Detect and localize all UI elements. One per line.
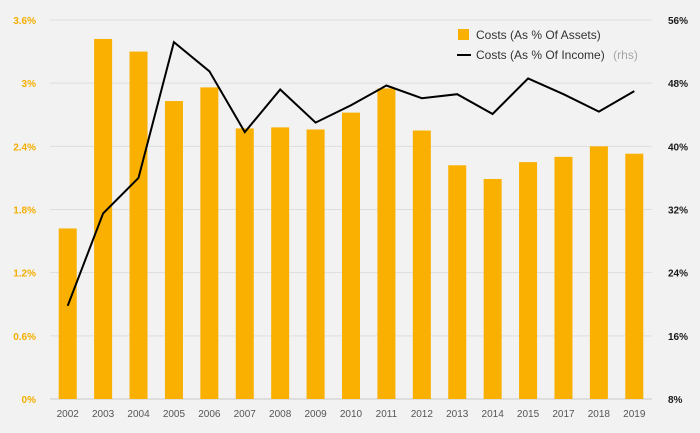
legend-swatch-bar xyxy=(458,29,469,40)
y-left-tick-label: 3.6% xyxy=(13,16,36,27)
bar xyxy=(235,128,254,400)
bar xyxy=(200,87,219,399)
bar xyxy=(412,130,431,399)
y-left-tick-label: 3% xyxy=(22,79,37,90)
x-tick-label: 2006 xyxy=(198,409,221,420)
x-tick-label: 2017 xyxy=(552,409,575,420)
x-tick-label: 2005 xyxy=(163,409,186,420)
bar xyxy=(342,112,360,400)
x-tick-label: 2003 xyxy=(92,409,115,420)
x-tick-label: 2019 xyxy=(623,409,646,420)
bar xyxy=(519,162,538,399)
bar xyxy=(271,127,290,399)
y-right-tick-label: 56% xyxy=(668,16,688,27)
legend-label-income-note: (rhs) xyxy=(613,48,638,62)
legend-label-income-group: Costs (As % Of Income) (rhs) xyxy=(476,46,638,63)
y-right-tick-label: 8% xyxy=(668,395,683,406)
x-axis: 2002 2003 2004 2005 2006 2007 2008 2009 2010 2011… xyxy=(57,409,646,420)
bar-series xyxy=(58,38,644,400)
x-tick-label: 2013 xyxy=(446,409,469,420)
bar xyxy=(164,101,183,399)
y-left-tick-label: 1.2% xyxy=(13,269,36,280)
y-left-tick-label: 0.6% xyxy=(13,332,36,343)
y-right-tick-label: 24% xyxy=(668,269,688,280)
bar xyxy=(94,38,113,399)
left-axis: 0% 0.6% 1.2% 1.8% 2.4% 3% 3.6% xyxy=(13,16,36,406)
x-tick-label: 2015 xyxy=(517,409,540,420)
y-right-tick-label: 40% xyxy=(668,142,688,153)
x-tick-label: 2007 xyxy=(234,409,257,420)
bar xyxy=(58,228,77,399)
x-tick-label: 2012 xyxy=(411,409,434,420)
bar xyxy=(554,156,573,399)
bar xyxy=(448,165,467,399)
legend-label-assets: Costs (As % Of Assets) xyxy=(476,28,601,42)
x-tick-label: 2008 xyxy=(269,409,292,420)
x-tick-label: 2009 xyxy=(304,409,327,420)
income-line xyxy=(66,40,635,307)
right-axis: 8% 16% 24% 32% 40% 48% 56% xyxy=(668,16,688,406)
legend-label-income: Costs (As % Of Income) xyxy=(476,48,605,62)
x-tick-label: 2002 xyxy=(57,409,80,420)
x-tick-label: 2018 xyxy=(588,409,611,420)
bar xyxy=(589,146,608,399)
bar xyxy=(625,153,644,399)
x-tick-label: 2014 xyxy=(482,409,505,420)
x-tick-label: 2011 xyxy=(376,409,398,420)
line-series xyxy=(66,40,635,307)
y-right-tick-label: 16% xyxy=(668,332,688,343)
y-left-tick-label: 2.4% xyxy=(13,142,36,153)
y-right-tick-label: 48% xyxy=(668,79,688,90)
y-left-tick-label: 1.8% xyxy=(13,206,36,217)
y-right-tick-label: 32% xyxy=(668,206,688,217)
x-tick-label: 2004 xyxy=(127,409,150,420)
bar xyxy=(483,178,502,399)
bar xyxy=(129,51,148,399)
bar xyxy=(377,88,396,400)
x-tick-label: 2010 xyxy=(340,409,363,420)
y-left-tick-label: 0% xyxy=(22,395,37,406)
legend: Costs (As % Of Assets) Costs (As % Of In… xyxy=(457,28,638,63)
bar xyxy=(306,129,325,399)
